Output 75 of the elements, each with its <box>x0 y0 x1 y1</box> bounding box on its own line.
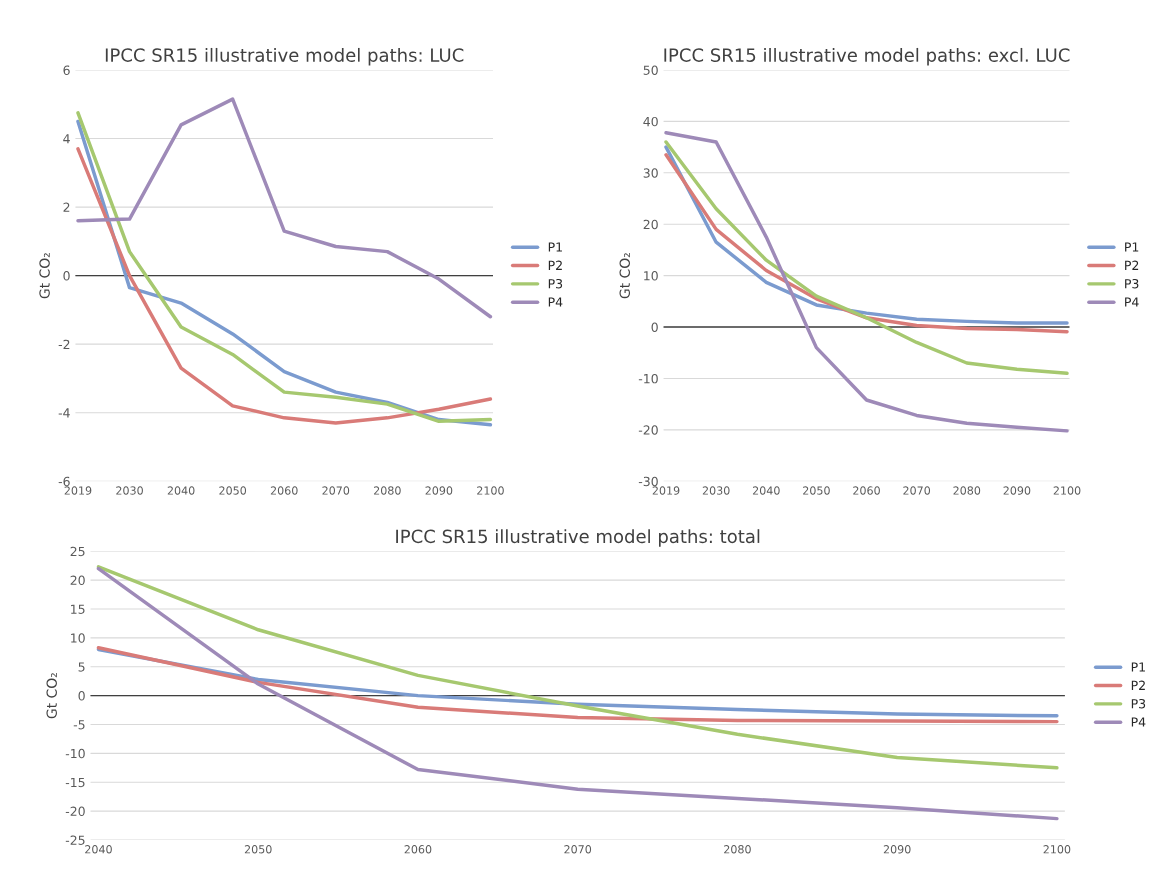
y-tick-label: 6 <box>63 65 70 75</box>
legend-label: P4 <box>1131 717 1146 727</box>
x-tick-label: 2100 <box>477 486 504 495</box>
x-tick-label: 2060 <box>404 845 432 854</box>
legend-label: P1 <box>1131 662 1145 672</box>
y-tick-label: 0 <box>78 691 85 701</box>
y-tick-label: 30 <box>643 168 658 178</box>
legend-label: P3 <box>548 278 563 289</box>
y-tick-label: 0 <box>651 322 658 332</box>
x-tick-label: 2090 <box>1003 486 1031 495</box>
x-tick-label: 2070 <box>322 486 350 495</box>
line-series <box>664 130 1069 433</box>
y-tick-label: 50 <box>643 65 658 75</box>
y-tick-label: 15 <box>71 604 85 614</box>
y-tick-label: 20 <box>70 575 85 586</box>
legend-label: P3 <box>1131 698 1146 709</box>
legend-label: P2 <box>1125 260 1139 270</box>
x-tick-label: 2080 <box>953 486 981 495</box>
x-tick-label: 2040 <box>85 845 112 854</box>
x-tick-label: 2050 <box>244 845 272 854</box>
x-tick-label: 2040 <box>167 486 195 495</box>
x-tick-label: 2070 <box>903 486 931 495</box>
legend-label: P2 <box>1131 680 1145 690</box>
legend-label: P4 <box>1125 297 1139 307</box>
y-tick-label: -6 <box>58 476 70 487</box>
x-tick-label: 2019 <box>652 486 680 495</box>
y-tick-label: -2 <box>58 339 70 349</box>
y-tick-label: 5 <box>78 662 85 672</box>
chart-title: IPCC SR15 illustrative model paths: LUC <box>105 47 464 66</box>
line-series <box>96 565 1059 770</box>
x-tick-label: 2030 <box>702 486 730 495</box>
line-series <box>76 97 493 319</box>
legend-label: P1 <box>548 242 562 252</box>
y-tick-label: -10 <box>638 373 658 384</box>
chart-title: IPCC SR15 illustrative model paths: excl. LUC <box>664 47 1070 66</box>
y-axis-title: Gt CO₂ <box>39 253 50 299</box>
x-tick-label: 2090 <box>883 845 911 854</box>
y-tick-label: 10 <box>644 271 658 281</box>
y-tick-label: -30 <box>638 476 658 487</box>
y-tick-label: 4 <box>63 134 70 144</box>
line-series <box>96 566 1059 821</box>
y-tick-label: -4 <box>58 408 70 418</box>
x-tick-label: 2040 <box>752 486 780 495</box>
x-tick-label: 2090 <box>425 486 453 495</box>
chart-title: IPCC SR15 illustrative model paths: total <box>396 529 760 547</box>
y-tick-label: 2 <box>63 202 70 212</box>
x-tick-label: 2050 <box>803 486 830 495</box>
y-axis-title: Gt CO₂ <box>46 673 57 719</box>
y-tick-label: -15 <box>65 777 85 788</box>
y-tick-label: -10 <box>65 748 85 759</box>
y-tick-label: 10 <box>71 633 85 643</box>
x-tick-label: 2080 <box>724 845 751 854</box>
legend-label: P2 <box>548 260 562 270</box>
x-tick-label: 2050 <box>219 486 247 495</box>
y-tick-label: 20 <box>643 219 658 230</box>
x-tick-label: 2019 <box>64 486 92 495</box>
y-tick-label: 40 <box>643 116 658 127</box>
y-tick-label: -5 <box>73 720 85 730</box>
x-tick-label: 2100 <box>1043 845 1071 854</box>
x-tick-label: 2060 <box>853 486 880 495</box>
x-tick-label: 2030 <box>116 486 143 495</box>
line-series <box>664 140 1069 376</box>
legend-label: P3 <box>1125 278 1139 289</box>
legend-label: P4 <box>548 297 563 307</box>
y-tick-label: -20 <box>65 806 85 817</box>
x-tick-label: 2060 <box>270 486 298 495</box>
x-tick-label: 2080 <box>373 486 401 495</box>
y-tick-label: 25 <box>70 546 85 557</box>
legend-label: P1 <box>1125 242 1139 252</box>
x-tick-label: 2070 <box>564 845 592 854</box>
y-axis-title: Gt CO₂ <box>619 253 630 299</box>
y-tick-label: -20 <box>638 425 658 435</box>
y-tick-label: 0 <box>63 271 70 281</box>
x-tick-label: 2100 <box>1053 486 1081 495</box>
y-tick-label: -25 <box>65 835 85 845</box>
